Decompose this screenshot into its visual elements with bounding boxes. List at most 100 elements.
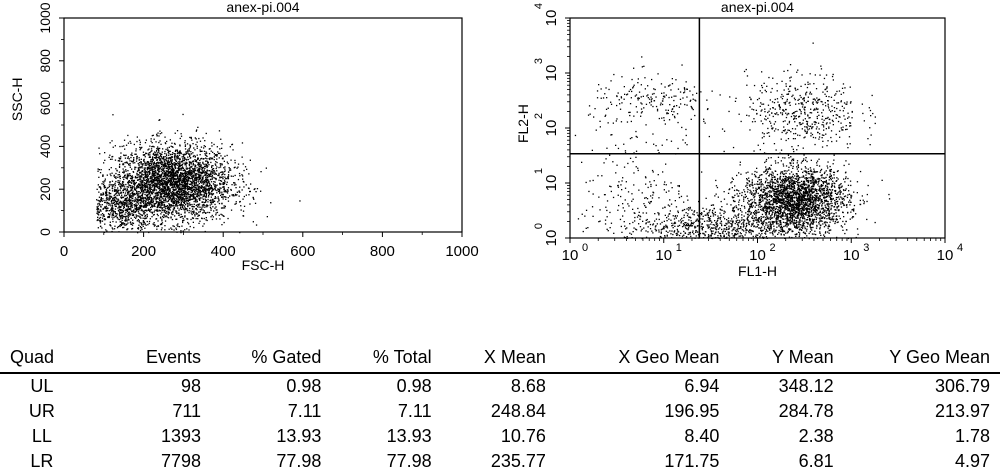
data-point bbox=[769, 174, 770, 175]
data-point bbox=[112, 114, 113, 115]
data-point bbox=[234, 160, 235, 161]
data-point bbox=[230, 160, 231, 161]
data-point bbox=[194, 159, 195, 160]
data-point bbox=[216, 166, 217, 167]
data-point bbox=[166, 201, 167, 202]
data-point bbox=[173, 209, 174, 210]
data-point bbox=[196, 129, 197, 130]
data-point bbox=[231, 194, 232, 195]
data-point bbox=[219, 130, 220, 131]
data-point bbox=[201, 197, 202, 198]
data-point bbox=[158, 225, 159, 226]
data-point bbox=[234, 167, 235, 168]
data-point bbox=[134, 188, 135, 189]
data-point bbox=[210, 207, 211, 208]
data-point bbox=[221, 148, 222, 149]
data-point bbox=[217, 188, 218, 189]
data-point bbox=[155, 141, 156, 142]
data-point bbox=[128, 143, 129, 144]
data-point bbox=[173, 197, 174, 198]
data-point bbox=[204, 145, 205, 146]
data-point bbox=[204, 202, 205, 203]
data-point bbox=[155, 165, 156, 166]
data-point bbox=[144, 210, 145, 211]
data-point bbox=[205, 181, 206, 182]
data-point bbox=[776, 206, 777, 207]
data-point bbox=[115, 145, 116, 146]
data-point bbox=[241, 209, 242, 210]
data-point bbox=[161, 212, 162, 213]
data-point bbox=[109, 190, 110, 191]
data-point bbox=[754, 199, 755, 200]
data-point bbox=[200, 158, 201, 159]
data-point bbox=[157, 146, 158, 147]
data-point bbox=[159, 162, 160, 163]
data-point bbox=[176, 202, 177, 203]
data-point bbox=[147, 167, 148, 168]
data-point bbox=[120, 218, 121, 219]
data-point bbox=[116, 215, 117, 216]
data-point bbox=[830, 166, 831, 167]
data-point bbox=[184, 215, 185, 216]
data-point bbox=[214, 170, 215, 171]
data-point bbox=[758, 209, 759, 210]
data-point bbox=[179, 170, 180, 171]
data-point bbox=[177, 205, 178, 206]
data-point bbox=[163, 207, 164, 208]
data-point bbox=[166, 211, 167, 212]
data-point bbox=[243, 211, 244, 212]
data-point bbox=[190, 147, 191, 148]
data-point bbox=[179, 144, 180, 145]
data-point bbox=[143, 201, 144, 202]
data-point bbox=[161, 199, 162, 200]
data-point bbox=[204, 223, 205, 224]
data-point bbox=[829, 196, 830, 197]
data-point bbox=[146, 162, 147, 163]
data-point bbox=[115, 185, 116, 186]
data-point bbox=[767, 197, 768, 198]
data-point bbox=[193, 190, 194, 191]
data-point bbox=[183, 163, 184, 164]
data-point bbox=[188, 188, 189, 189]
data-point bbox=[231, 190, 232, 191]
data-point bbox=[101, 214, 102, 215]
data-point bbox=[162, 208, 163, 209]
data-point bbox=[127, 197, 128, 198]
data-point bbox=[738, 202, 739, 203]
data-point bbox=[175, 172, 176, 173]
data-point bbox=[122, 212, 123, 213]
data-point bbox=[141, 184, 142, 185]
data-point bbox=[170, 227, 171, 228]
data-point bbox=[836, 199, 837, 200]
data-point bbox=[239, 173, 240, 174]
data-point bbox=[100, 211, 101, 212]
data-point bbox=[802, 228, 803, 229]
data-point bbox=[225, 178, 226, 179]
data-point bbox=[161, 154, 162, 155]
data-point bbox=[154, 185, 155, 186]
data-point bbox=[188, 212, 189, 213]
data-point bbox=[155, 218, 156, 219]
data-point bbox=[734, 195, 735, 196]
data-point bbox=[147, 197, 148, 198]
data-point bbox=[824, 214, 825, 215]
data-point bbox=[819, 219, 820, 220]
data-point bbox=[176, 156, 177, 157]
data-point bbox=[140, 149, 141, 150]
data-point bbox=[224, 177, 225, 178]
data-point bbox=[208, 195, 209, 196]
x-tick-label: 0 bbox=[60, 243, 68, 260]
data-point bbox=[205, 158, 206, 159]
data-point bbox=[182, 222, 183, 223]
data-point bbox=[134, 168, 135, 169]
data-point bbox=[203, 171, 204, 172]
data-point bbox=[97, 207, 98, 208]
data-point bbox=[765, 217, 766, 218]
data-point bbox=[170, 180, 171, 181]
data-point bbox=[200, 211, 201, 212]
data-point bbox=[154, 157, 155, 158]
data-point bbox=[111, 200, 112, 201]
data-point bbox=[189, 153, 190, 154]
data-point bbox=[208, 196, 209, 197]
data-point bbox=[248, 173, 249, 174]
